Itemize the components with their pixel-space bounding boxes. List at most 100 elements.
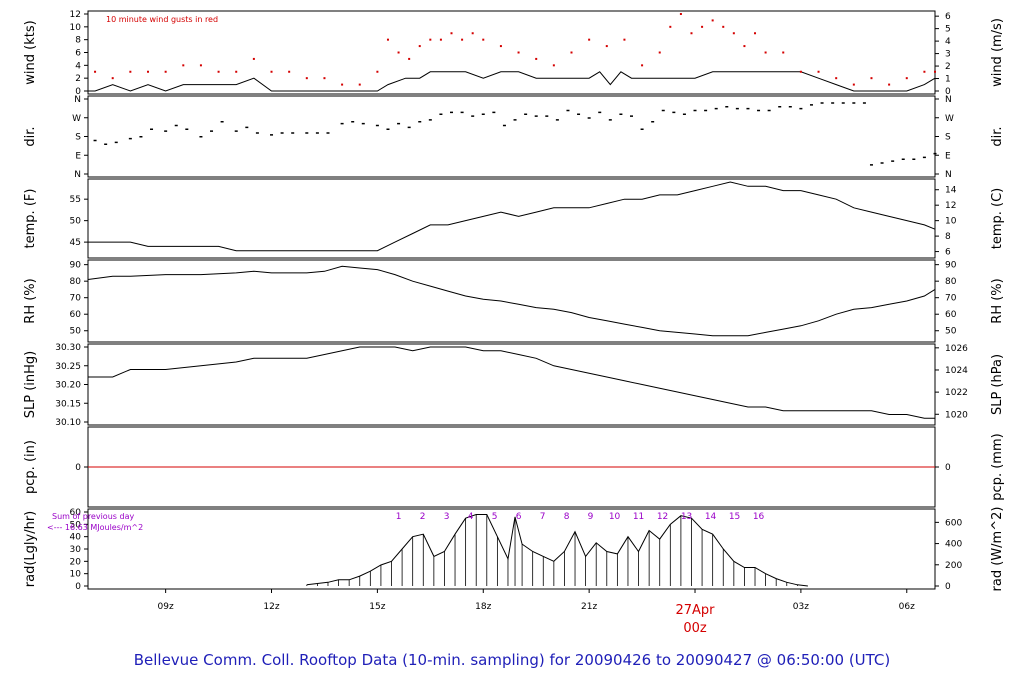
wind-direction-point: [104, 143, 108, 145]
wind-gust-point: [623, 38, 626, 41]
radiation-line: [306, 514, 808, 587]
ylabel-left-wind: wind (kts): [23, 20, 38, 84]
tick-label-dir-left: S: [75, 133, 81, 143]
wind-direction-point: [799, 107, 803, 110]
date-hour-label: 00z: [683, 621, 707, 636]
wind-direction-point: [587, 117, 591, 119]
panel-frame-temp: [87, 178, 936, 259]
wind-direction-point: [174, 124, 178, 127]
wind-direction-point: [460, 111, 464, 114]
tick-label-rh-right: 90: [945, 261, 957, 271]
wind-gust-point: [517, 51, 520, 54]
wind-gust-point: [397, 51, 400, 54]
solar-hour-label: 4: [468, 512, 474, 522]
tick-label-rad-left: 40: [70, 533, 82, 543]
wind-gust-point: [535, 57, 538, 60]
wind-direction-point: [291, 132, 295, 134]
wind-direction-point: [524, 113, 528, 115]
wind-gust-point: [341, 83, 344, 86]
wind-direction-point: [386, 128, 390, 130]
ylabel-right-slp: SLP (hPa): [990, 354, 1005, 415]
wind-direction-point: [93, 139, 97, 142]
wind-direction-point: [280, 132, 284, 134]
wind-gust-point: [743, 45, 746, 48]
wind-direction-point: [820, 102, 824, 104]
tick-label-temp-left: 50: [70, 217, 82, 227]
ylabel-left-pcp: pcp. (in): [23, 440, 38, 494]
wind-direction-point: [428, 119, 432, 121]
tick-label-temp-right: 12: [945, 201, 956, 211]
wind-direction-point: [746, 107, 750, 110]
wind-gust-point: [386, 38, 389, 41]
tick-label-rh-left: 80: [70, 277, 82, 287]
wind-direction-point: [513, 119, 517, 121]
solar-hour-label: 15: [729, 512, 740, 522]
panel-frame-rad: [87, 508, 936, 590]
tick-label-dir-right: W: [945, 114, 954, 124]
wind-gust-point: [870, 77, 873, 80]
panel-frame-slp: [87, 343, 936, 426]
wind-direction-point: [629, 115, 633, 117]
wind-direction-point: [598, 111, 602, 114]
wind-gust-point: [799, 70, 802, 73]
solar-sum-note-line2: <--- 16.63 MJoules/m^2: [47, 523, 143, 532]
wind-direction-point: [682, 113, 686, 115]
wind-gust-point: [252, 57, 255, 60]
chart-marks: [87, 13, 937, 587]
wind-direction-point: [164, 130, 168, 132]
solar-sum-note-line1: Sum of previous day: [52, 512, 134, 521]
wind-direction-point: [661, 109, 665, 112]
wind-direction-point: [922, 156, 926, 159]
wind-gust-point: [711, 19, 714, 22]
wind-gust-point: [270, 70, 273, 73]
solar-hour-label: 7: [540, 512, 546, 522]
wind-gust-point: [217, 70, 220, 73]
wind-gust-point: [923, 70, 926, 73]
wind-direction-point: [869, 164, 873, 166]
panel-frames: [87, 10, 936, 590]
wind-gust-point: [764, 51, 767, 54]
wind-gust-point: [722, 25, 725, 28]
solar-hour-label: 1: [396, 512, 402, 522]
humidity-line: [87, 265, 936, 337]
tick-label-slp-right: 1020: [945, 410, 968, 420]
tick-label-temp-right: 8: [945, 232, 951, 242]
tick-label-rh-left: 50: [70, 327, 82, 337]
wind-direction-point: [418, 121, 422, 123]
wind-gust-point: [358, 83, 361, 86]
solar-hour-label: 2: [420, 512, 426, 522]
x-tick-label: 21z: [581, 602, 597, 612]
tick-label-pcp-left: 0: [75, 463, 81, 473]
wind-gust-point: [817, 70, 820, 73]
chart-title: Bellevue Comm. Coll. Rooftop Data (10-mi…: [133, 651, 891, 669]
ylabel-left-temp: temp. (F): [23, 189, 38, 249]
wind-direction-point: [220, 121, 224, 123]
tick-label-wind-left: 12: [70, 10, 81, 20]
wind-gust-point: [146, 70, 149, 73]
tick-label-wind-right: 2: [945, 62, 951, 72]
tick-label-slp-right: 1022: [945, 388, 968, 398]
wind-direction-point: [767, 109, 771, 112]
tick-label-wind-right: 6: [945, 12, 951, 22]
wind-direction-point: [397, 122, 401, 125]
wind-direction-point: [809, 104, 813, 106]
tick-label-dir-right: S: [945, 133, 951, 143]
wind-gust-point: [164, 70, 167, 73]
wind-gust-point: [782, 51, 785, 54]
wind-direction-point: [640, 128, 644, 130]
tick-label-rad-right: 400: [945, 540, 962, 550]
wind-direction-point: [725, 106, 729, 108]
tick-label-rad-right: 600: [945, 518, 962, 528]
wind-gust-point: [499, 45, 502, 48]
wind-direction-point: [471, 115, 475, 117]
wind-gust-point: [905, 77, 908, 80]
date-label: 27Apr: [675, 603, 715, 618]
wind-direction-point: [862, 102, 866, 104]
wind-gust-point: [835, 77, 838, 80]
tick-label-dir-left: E: [75, 151, 81, 161]
tick-label-dir-right: E: [945, 151, 951, 161]
wind-direction-point: [340, 122, 344, 125]
wind-direction-point: [199, 136, 203, 138]
tick-label-rh-right: 50: [945, 327, 957, 337]
wind-direction-point: [880, 162, 884, 164]
